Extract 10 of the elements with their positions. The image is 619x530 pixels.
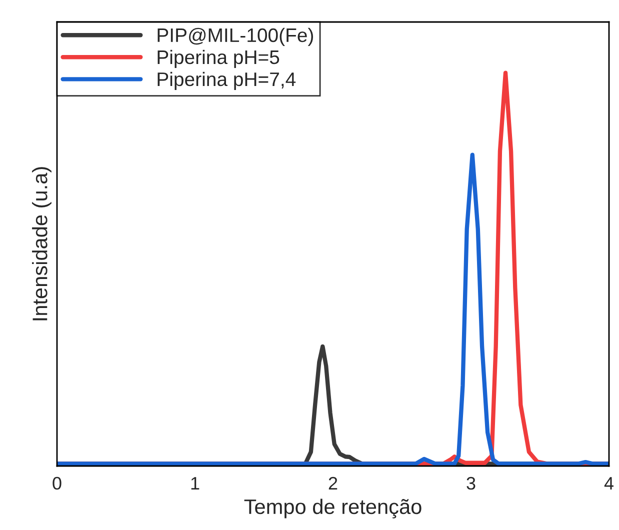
legend-label: Piperina pH=5 <box>158 50 280 68</box>
legend-label: Piperina pH=7,4 <box>158 72 296 90</box>
x-tick-label: 0 <box>52 476 62 490</box>
x-tick-label: 3 <box>466 476 476 490</box>
x-tick-label: 4 <box>604 477 614 490</box>
y-axis-title: Intensidade (u.a) <box>32 167 52 320</box>
x-axis-title: Tempo de retenção <box>244 498 422 518</box>
x-tick-label: 2 <box>328 476 338 490</box>
x-tick-label: 1 <box>191 477 200 490</box>
legend-label: PIP@MIL-100(Fe) <box>158 28 314 46</box>
